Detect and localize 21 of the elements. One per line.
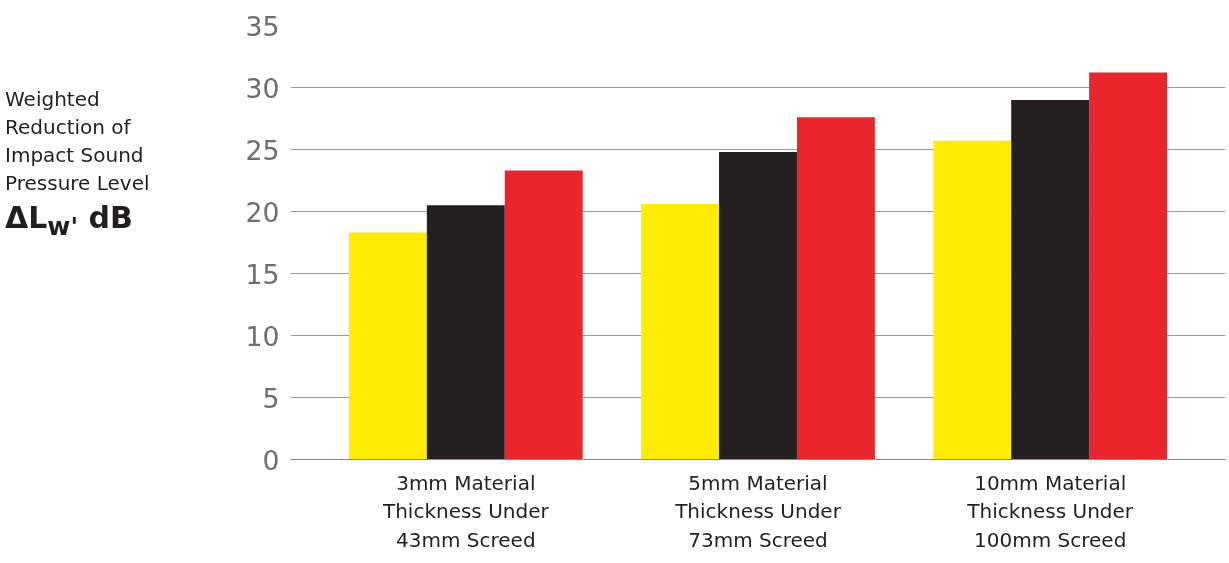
bar [796,117,875,460]
y-tick-label: 35 [245,10,280,42]
x-tick-label: 5mm Material Thickness Under 73mm Screed [674,470,842,553]
x-tick-label: 3mm Material Thickness Under 43mm Screed [381,470,550,553]
y-tick-label: 25 [245,134,280,166]
y-tick-label: 5 [262,382,280,414]
y-tick-label: 30 [245,72,280,104]
bar [719,151,797,460]
y-axis-title: Weighted Reduction of Impact Sound Pressure Level ΔL$_{w'}$ dB [5,86,150,243]
y-tick-label: 0 [262,444,280,476]
bar [348,232,427,460]
bar [1089,72,1168,460]
y-tick-label: 15 [245,258,280,290]
bar [641,204,720,460]
x-tick-label: 10mm Material Thickness Under 100mm Screed [966,470,1134,553]
bar [504,170,583,460]
bar [933,140,1012,460]
bar [1011,99,1090,460]
y-tick-label: 20 [245,196,280,228]
y-tick-label: 10 [245,320,280,352]
bar [426,205,505,460]
